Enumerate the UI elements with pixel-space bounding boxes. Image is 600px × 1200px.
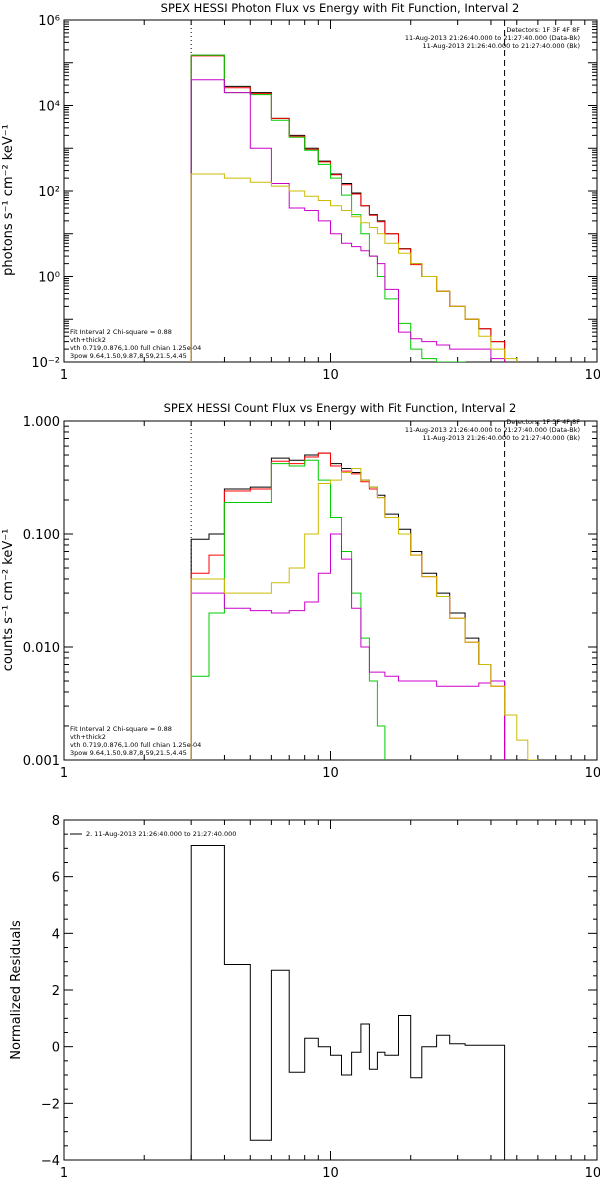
- fit-legend-item-1-count: vth+thick2: [70, 733, 106, 741]
- fit-legend-item-2-count: vth 0.719,0.876,1.00 full chian 1.25e-04: [70, 741, 201, 749]
- residuals-legend-label: 2. 11-Aug-2013 21:26:40.000 to 21:27:40.…: [86, 830, 236, 838]
- series-line-0: [190, 845, 506, 1160]
- y-tick-label: 2: [52, 984, 60, 999]
- y-tick-label: −2: [41, 1097, 60, 1112]
- plot-frame: [63, 420, 598, 761]
- y-tick-label: 1.000: [23, 415, 60, 430]
- fit-legend-item-3-count: 3pow 9.64,1.50,9.87,8.59,21.5,4.45: [70, 749, 187, 757]
- plot-frame: [63, 19, 598, 363]
- x-tick-label: 100: [585, 766, 600, 781]
- y-axis-label-photon: photons s⁻¹ cm⁻² keV⁻¹: [1, 124, 16, 276]
- y-tick-label: −4: [41, 1154, 60, 1169]
- y-tick-label: 0: [52, 1041, 60, 1056]
- chart-title-photon: SPEX HESSI Photon Flux vs Energy with Fi…: [161, 1, 520, 15]
- x-tick-label: 10: [322, 1166, 339, 1181]
- series-line-3: [190, 79, 506, 362]
- series-line-2: [190, 54, 466, 362]
- y-tick-label: 6: [52, 871, 60, 886]
- fit-legend-item-1-photon: vth+thick2: [70, 336, 106, 344]
- info-line-data-photon: 11-Aug-2013 21:26:40.000 to 21:27:40.000…: [405, 34, 580, 42]
- fit-legend-item-2-photon: vth 0.719,0.876,1.00 full chian 1.25e-04: [70, 344, 201, 352]
- info-line-detectors-photon: Detectors: 1F 3F 4F 8F: [506, 26, 580, 34]
- x-tick-label: 100: [585, 368, 600, 383]
- y-tick-label: 10⁻²: [31, 356, 60, 371]
- series-line-4: [190, 468, 539, 760]
- series-group: [190, 845, 506, 1160]
- y-tick-label: 10²: [38, 185, 60, 200]
- series-line-3: [190, 533, 506, 760]
- y-tick-label: 0.010: [23, 641, 60, 656]
- y-tick-label: 8: [52, 814, 60, 829]
- series-line-1: [190, 55, 506, 362]
- x-tick-label: 1: [60, 766, 68, 781]
- count-flux-panel: SPEX HESSI Count Flux vs Energy with Fit…: [1, 401, 600, 781]
- series-line-0: [190, 54, 506, 362]
- x-tick-label: 100: [585, 1166, 600, 1181]
- chart-title-count: SPEX HESSI Count Flux vs Energy with Fit…: [164, 401, 517, 415]
- x-tick-label: 10: [322, 368, 339, 383]
- info-line-data-count: 11-Aug-2013 21:26:40.000 to 21:27:40.000…: [405, 426, 580, 434]
- x-tick-label: 1: [60, 368, 68, 383]
- residuals-panel: Normalized Residuals 2. 11-Aug-2013 21:2…: [9, 814, 600, 1181]
- y-tick-label: 4: [52, 927, 60, 942]
- series-line-1: [190, 452, 506, 760]
- series-line-4: [190, 173, 518, 362]
- series-line-2: [190, 459, 386, 760]
- info-line-bk-photon: 11-Aug-2013 21:26:40.000 to 21:27:40.000…: [423, 42, 580, 50]
- y-tick-label: 10⁰: [38, 271, 60, 286]
- photon-flux-panel: SPEX HESSI Photon Flux vs Energy with Fi…: [1, 1, 600, 383]
- series-group: [190, 54, 518, 362]
- info-line-bk-count: 11-Aug-2013 21:26:40.000 to 21:27:40.000…: [423, 434, 580, 442]
- series-line-0: [190, 452, 506, 760]
- plot-frame: [63, 819, 598, 1161]
- x-tick-label: 1: [60, 1166, 68, 1181]
- series-group: [190, 452, 539, 760]
- y-tick-label: 0.001: [23, 754, 60, 769]
- y-tick-label: 10⁶: [38, 14, 60, 29]
- fit-legend-header-count: Fit Interval 2 Chi-square = 0.88: [70, 725, 172, 733]
- x-tick-label: 10: [322, 766, 339, 781]
- y-axis-label-count: counts s⁻¹ cm⁻² keV⁻¹: [1, 529, 16, 672]
- info-line-detectors-count: Detectors: 1F 3F 4F 8F: [506, 418, 580, 426]
- y-tick-label: 0.100: [23, 528, 60, 543]
- fit-legend-header-photon: Fit Interval 2 Chi-square = 0.88: [70, 328, 172, 336]
- fit-legend-item-3-photon: 3pow 9.64,1.50,9.87,8.59,21.5,4.45: [70, 352, 187, 360]
- y-tick-label: 10⁴: [38, 100, 60, 115]
- y-axis-label-residuals: Normalized Residuals: [9, 920, 24, 1060]
